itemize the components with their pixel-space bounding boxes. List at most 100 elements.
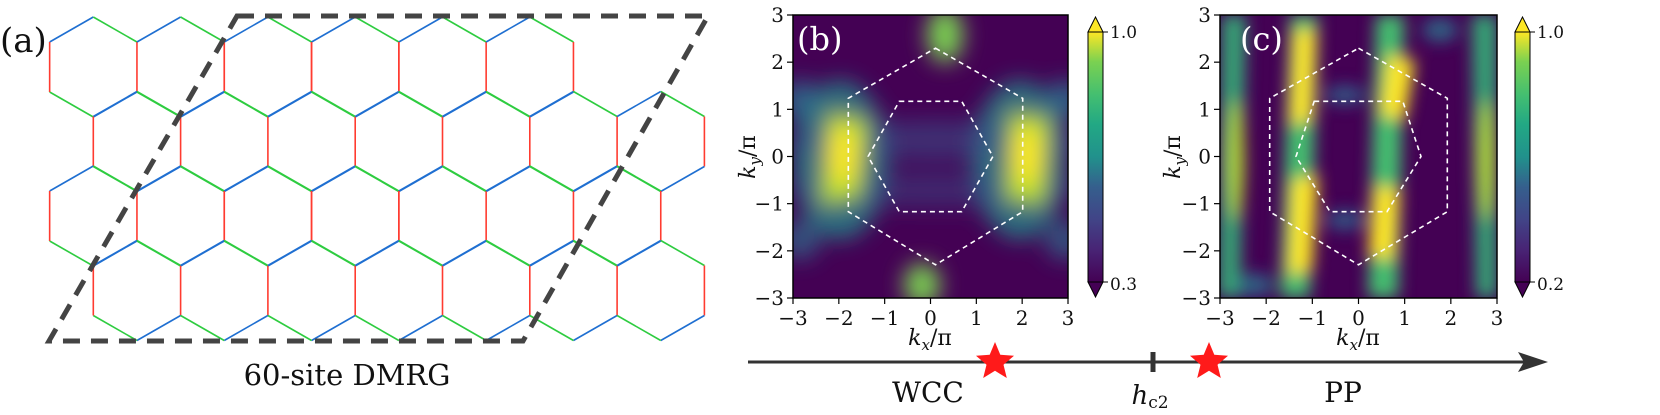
y-tick-label: 0 (771, 145, 784, 169)
y-tick-label: 0 (1198, 145, 1211, 169)
panel-a: (a) 60-site DMRG (0, 13, 713, 392)
lattice-bond (223, 90, 269, 118)
y-tick-label: −2 (1182, 239, 1211, 263)
arrow-head-icon (1518, 352, 1548, 372)
phase-diagram-axis: WCC hc2 PP (748, 342, 1548, 413)
lattice-bond (180, 16, 225, 43)
lattice-bond (529, 239, 574, 267)
panel-a-label: (a) (0, 21, 47, 61)
lattice-bond (398, 314, 443, 342)
star-icon (1190, 342, 1228, 378)
panel-c-colorbar-min: 0.2 (1537, 275, 1564, 295)
lattice-bond (311, 16, 356, 43)
panel-c-first-bz (1295, 100, 1422, 213)
lattice-bond (529, 165, 574, 192)
panel-b-colorbar: 1.0 0.3 (1087, 15, 1137, 299)
lattice-bond (49, 16, 94, 43)
lattice-bond (354, 165, 400, 192)
x-tick-label: 3 (1491, 306, 1504, 330)
lattice-bond (616, 239, 662, 267)
panel-b-heatmap (793, 15, 1068, 298)
y-tick-label: 2 (1198, 50, 1211, 74)
y-tick-label: −2 (755, 239, 784, 263)
lattice-bond (136, 90, 181, 118)
y-tick-label: 3 (1198, 3, 1211, 27)
x-tick-label: −2 (824, 306, 853, 330)
panel-c-axes: −3 −2 −1 0 1 2 3 3 2 1 0 −1 −2 −3 (1182, 3, 1504, 330)
lattice-bond (92, 239, 138, 267)
lattice-bond (180, 90, 225, 118)
lattice-bond (573, 314, 618, 342)
lattice-bond (485, 165, 531, 192)
lattice-bond (660, 90, 705, 118)
lattice-bond (573, 90, 618, 118)
y-tick-label: −3 (1182, 286, 1211, 310)
lattice-bond (311, 239, 356, 267)
panel-b-inner-bz (867, 100, 994, 213)
lattice-bond (92, 16, 138, 43)
panel-c-ylabel: ky/π (1161, 135, 1189, 179)
panel-b: −3 −2 −1 0 1 2 3 3 2 1 0 −1 −2 −3 (b) kx/π ky/π 1.0 0… (736, 3, 1137, 354)
panel-b-extended-bz (847, 47, 1024, 266)
lattice-bond (136, 314, 181, 342)
lattice-bond (529, 90, 574, 118)
lattice-bond (529, 16, 574, 43)
lattice-bond (616, 90, 662, 118)
y-tick-label: 1 (1198, 97, 1211, 121)
lattice-bond (442, 165, 487, 192)
x-tick-label: −2 (1251, 306, 1280, 330)
lattice-bond (442, 16, 487, 43)
lattice-bond (49, 240, 94, 267)
lattice-bond (92, 165, 138, 192)
x-tick-label: −3 (1205, 306, 1234, 330)
lattice-bond (92, 314, 138, 342)
lattice-bond (311, 90, 356, 118)
panel-c-extended-bz (1268, 47, 1449, 266)
x-tick-label: −1 (1298, 306, 1327, 330)
panel-c-xlabel: kx/π (1336, 326, 1380, 354)
lattice-bond (180, 314, 225, 342)
dmrg-cluster-frame (44, 13, 713, 344)
honeycomb-lattice (48, 16, 706, 342)
lattice-bond (223, 165, 269, 192)
y-tick-label: −1 (1182, 192, 1211, 216)
phase-label-wcc: WCC (892, 376, 964, 409)
lattice-bond (180, 239, 225, 267)
lattice-bond (398, 165, 443, 192)
lattice-bond (354, 239, 400, 267)
y-tick-label: −1 (755, 192, 784, 216)
lattice-bond (267, 239, 312, 267)
lattice-bond (92, 90, 138, 118)
panel-c-colorbar: 1.0 0.2 (1514, 15, 1564, 299)
y-tick-label: −3 (755, 286, 784, 310)
lattice-bond (354, 314, 400, 342)
star-icon (976, 342, 1014, 378)
x-tick-label: 2 (1016, 306, 1029, 330)
lattice-bond (267, 90, 312, 118)
panel-a-caption: 60-site DMRG (244, 358, 451, 392)
x-tick-label: 1 (970, 306, 983, 330)
panel-b-colorbar-max: 1.0 (1110, 23, 1137, 43)
lattice-bond (136, 16, 181, 43)
lattice-bond (573, 239, 618, 267)
panel-c-colorbar-max: 1.0 (1537, 23, 1564, 43)
lattice-bond (311, 165, 356, 192)
lattice-bond (354, 90, 400, 118)
lattice-bond (223, 314, 269, 342)
panel-b-label: (b) (797, 20, 842, 58)
lattice-bond (398, 239, 443, 267)
panel-c: −3 −2 −1 0 1 2 3 3 2 1 0 −1 −2 −3 (c) kx/π ky/π 1.0 0… (1161, 3, 1564, 354)
panel-b-ylabel: ky/π (736, 135, 764, 179)
lattice-bond (49, 165, 94, 192)
lattice-bond (180, 165, 225, 192)
lattice-bond (136, 165, 181, 192)
x-tick-label: 1 (1398, 306, 1411, 330)
critical-field-label: hc2 (1131, 381, 1168, 413)
lattice-bond (311, 314, 356, 342)
x-tick-label: 0 (924, 306, 937, 330)
x-tick-label: 2 (1444, 306, 1457, 330)
lattice-bond (442, 90, 487, 118)
lattice-bond (485, 90, 531, 118)
lattice-bond (573, 165, 618, 192)
lattice-bond (223, 16, 269, 43)
